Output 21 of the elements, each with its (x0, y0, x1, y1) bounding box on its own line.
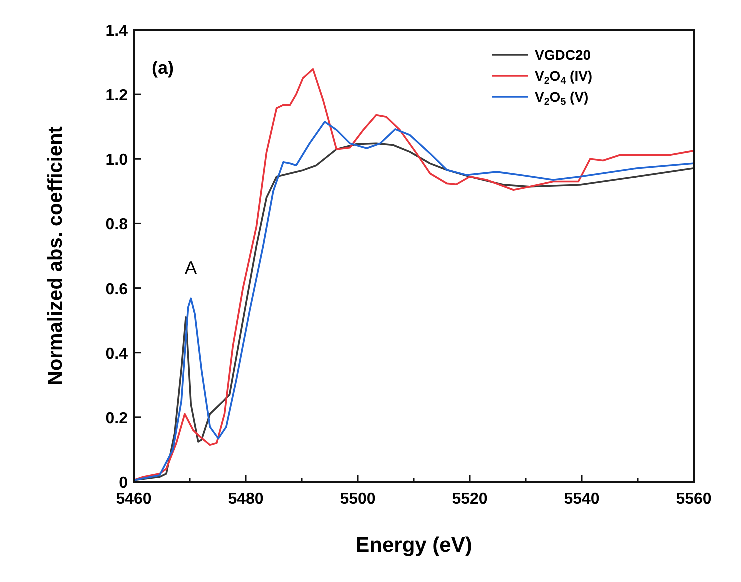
annotation: (a) (152, 58, 174, 78)
y-tick-label: 0.6 (106, 281, 128, 298)
legend-label: V$_{2}$O$_{4}$ (IV) (535, 68, 593, 87)
x-tick-label: 5500 (340, 491, 376, 508)
y-tick-label: 1.2 (106, 88, 128, 105)
y-tick-label: 0 (119, 475, 128, 492)
y-axis-title: Normalized abs. coefficient (45, 126, 67, 386)
annotation: A (184, 258, 198, 278)
y-tick-label: 0.2 (106, 410, 128, 428)
legend-label: VGDC20 (535, 47, 592, 63)
x-tick-label: 5520 (452, 491, 488, 508)
y-tick-label: 0.4 (106, 346, 128, 363)
x-tick-label: 5560 (676, 491, 712, 508)
legend-label: V$_{2}$O$_{5}$ (V) (535, 89, 589, 108)
x-tick-label: 5540 (564, 491, 600, 508)
x-tick-label: 5460 (116, 491, 152, 508)
y-tick-label: 1.0 (106, 152, 128, 170)
x-axis-title: Energy (eV) (356, 534, 472, 557)
y-tick-label: 1.4 (106, 23, 128, 40)
y-tick-label: 0.8 (106, 216, 128, 234)
x-tick-label: 5480 (228, 491, 264, 508)
